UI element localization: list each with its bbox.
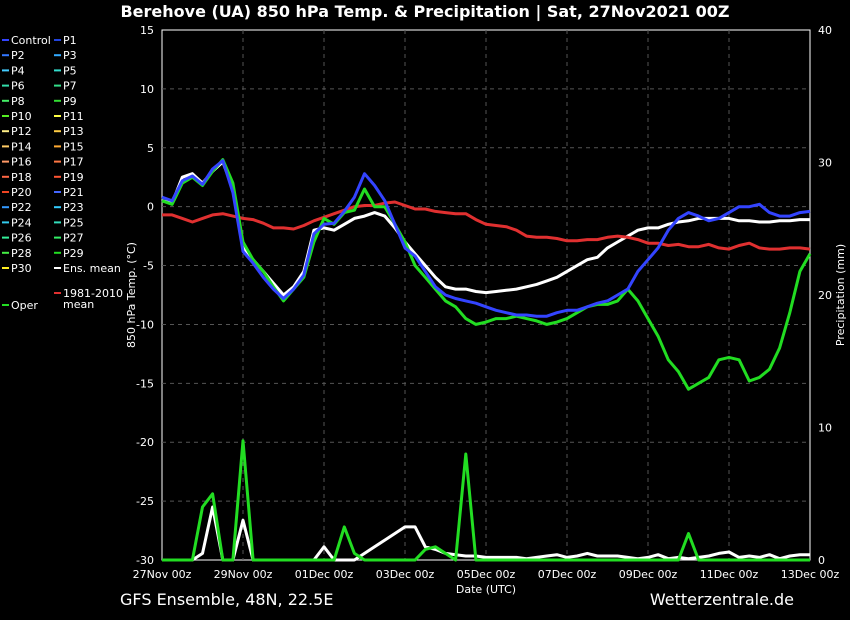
y-tick-label: -10 (136, 318, 154, 331)
y-tick-label: 5 (147, 142, 154, 155)
legend-label: P6 (11, 80, 25, 93)
x-tick-label: 27Nov 00z (133, 568, 192, 581)
legend-label: P1 (63, 34, 77, 47)
y-tick-label: -25 (136, 495, 154, 508)
legend-label: P11 (63, 110, 84, 123)
legend-label: mean (63, 298, 94, 311)
y-tick-label: -5 (143, 260, 154, 273)
temp-line-ens-mean (161, 160, 810, 297)
legend-label: P8 (11, 95, 25, 108)
x-tick-label: 13Dec 00z (781, 568, 840, 581)
site-credit[interactable]: Wetterzentrale.de (649, 590, 794, 609)
chart-title: Berehove (UA) 850 hPa Temp. & Precipitat… (120, 2, 730, 21)
y-tick-label: -15 (136, 377, 154, 390)
legend-label: P26 (11, 232, 32, 245)
legend-label: P23 (63, 201, 84, 214)
legend-label: P13 (63, 125, 84, 138)
y2-axis-title: Precipitation (mm) (834, 244, 847, 346)
model-info: GFS Ensemble, 48N, 22.5E (120, 590, 334, 609)
legend-label: P17 (63, 156, 84, 169)
legend-label: P22 (11, 201, 32, 214)
y-axis-title: 850 hPa Temp. (°C) (125, 242, 138, 348)
legend-label: Oper (11, 299, 38, 312)
legend-label: P14 (11, 140, 32, 153)
legend-label: P12 (11, 125, 32, 138)
y-tick-label: -20 (136, 436, 154, 449)
temp-line-oper (161, 158, 812, 391)
legend-label: P29 (63, 247, 84, 260)
legend-label: P2 (11, 49, 25, 62)
legend-label: P4 (11, 64, 25, 77)
legend-label: P19 (63, 171, 84, 184)
x-axis-title: Date (UTC) (456, 583, 516, 596)
legend-label: P24 (11, 216, 32, 229)
legend-label: P3 (63, 49, 77, 62)
y2-tick-label: 30 (818, 157, 832, 170)
x-tick-label: 05Dec 00z (457, 568, 516, 581)
legend-label: P7 (63, 80, 77, 93)
legend-label: 1981-2010 (63, 287, 123, 300)
legend-label: P27 (63, 232, 84, 245)
legend-label: P9 (63, 95, 77, 108)
y2-tick-label: 40 (818, 24, 832, 37)
y2-tick-label: 20 (818, 289, 832, 302)
y2-tick-label: 0 (818, 554, 825, 567)
y-tick-label: -30 (136, 554, 154, 567)
legend-label: P18 (11, 171, 32, 184)
x-tick-label: 01Dec 00z (295, 568, 354, 581)
x-tick-label: 09Dec 00z (619, 568, 678, 581)
legend-label: P21 (63, 186, 84, 199)
legend-label: P10 (11, 110, 32, 123)
y-tick-label: 10 (140, 83, 154, 96)
legend-label: P16 (11, 156, 32, 169)
legend-label: P15 (63, 140, 84, 153)
x-tick-label: 07Dec 00z (538, 568, 597, 581)
legend-label: P30 (11, 262, 32, 275)
legend-label: P20 (11, 186, 32, 199)
legend-label: P25 (63, 216, 84, 229)
legend-label: Control (11, 34, 51, 47)
x-tick-label: 03Dec 00z (376, 568, 435, 581)
y-tick-label: 15 (140, 24, 154, 37)
x-tick-label: 11Dec 00z (700, 568, 759, 581)
precip-line-oper (162, 439, 810, 562)
legend-label: Ens. mean (63, 262, 121, 275)
legend-label: P5 (63, 64, 77, 77)
temp-line-control (161, 159, 811, 318)
y2-tick-label: 10 (818, 422, 832, 435)
x-tick-label: 29Nov 00z (214, 568, 273, 581)
y-tick-label: 0 (147, 201, 154, 214)
legend-label: P28 (11, 247, 32, 260)
temp-line-1981-2010-mean (162, 200, 811, 251)
